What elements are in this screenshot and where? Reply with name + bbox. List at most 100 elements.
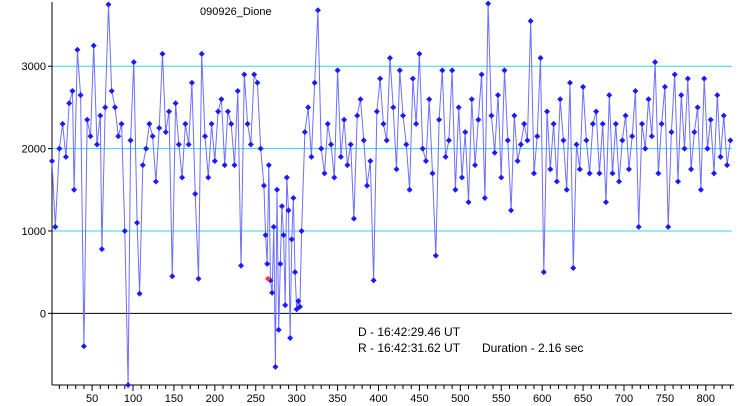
data-point (185, 141, 192, 148)
data-point (87, 133, 94, 140)
data-point (393, 166, 400, 173)
data-point (668, 129, 675, 136)
x-tick-label: 250 (247, 393, 265, 405)
data-point (616, 178, 623, 185)
y-tick-label: 1000 (22, 226, 46, 238)
data-point (77, 92, 84, 99)
data-point (570, 265, 577, 272)
data-point (311, 79, 318, 86)
data-point (364, 182, 371, 189)
data-point (337, 153, 344, 160)
data-point (724, 162, 731, 169)
data-point (717, 153, 724, 160)
data-point (691, 129, 698, 136)
data-point (139, 162, 146, 169)
data-point (439, 67, 446, 74)
data-point (360, 137, 367, 144)
data-point (472, 162, 479, 169)
data-point (697, 186, 704, 193)
data-point (221, 162, 228, 169)
data-point (377, 75, 384, 82)
data-point (566, 79, 573, 86)
data-point (599, 120, 606, 127)
x-tick-label: 150 (165, 393, 183, 405)
x-tick-label: 600 (533, 393, 551, 405)
data-point (498, 174, 505, 181)
data-point (527, 17, 534, 24)
data-point (638, 120, 645, 127)
data-point (357, 96, 364, 103)
data-point (449, 67, 456, 74)
data-point (195, 275, 202, 282)
data-point (681, 145, 688, 152)
data-point (609, 170, 616, 177)
data-point (331, 174, 338, 181)
data-point (234, 87, 241, 94)
x-tick-label: 800 (697, 393, 715, 405)
data-point (710, 170, 717, 177)
data-point (118, 120, 125, 127)
x-tick-label: 750 (656, 393, 674, 405)
data-point (231, 162, 238, 169)
data-point (678, 92, 685, 99)
data-point (583, 137, 590, 144)
data-point (321, 170, 328, 177)
data-point (652, 59, 659, 66)
data-point (84, 116, 91, 123)
data-point (701, 75, 708, 82)
data-point (426, 96, 433, 103)
data-point (534, 133, 541, 140)
data-point (121, 227, 128, 234)
data-point (452, 186, 459, 193)
data-point (665, 223, 672, 230)
data-point (282, 302, 289, 309)
data-point (301, 129, 308, 136)
data-point (593, 108, 600, 115)
data-point (324, 120, 331, 127)
data-point (344, 162, 351, 169)
data-point (254, 79, 261, 86)
data-point (586, 170, 593, 177)
data-point (169, 273, 176, 280)
y-axis-ticks: 0 1000 2000 3000 (22, 61, 52, 320)
data-point (224, 108, 231, 115)
chart-title: 090926_Dione (200, 6, 272, 18)
data-point (136, 290, 143, 297)
data-point (661, 83, 668, 90)
x-tick-label: 650 (574, 393, 592, 405)
data-point (175, 141, 182, 148)
data-point (156, 125, 163, 132)
data-point (308, 153, 315, 160)
data-point (112, 104, 119, 111)
data-point (645, 96, 652, 103)
data-point (501, 67, 508, 74)
data-point (422, 157, 429, 164)
data-point (625, 166, 632, 173)
data-point (238, 262, 245, 269)
data-point (251, 71, 258, 78)
data-point (720, 112, 727, 119)
data-point (465, 199, 472, 206)
data-point (269, 289, 276, 296)
data-point (241, 71, 248, 78)
data-point (166, 108, 173, 115)
gridlines (52, 65, 732, 232)
data-point (576, 166, 583, 173)
data-point (288, 236, 295, 243)
data-point (455, 104, 462, 111)
data-point (390, 104, 397, 111)
data-point (612, 120, 619, 127)
data-point (59, 120, 66, 127)
data-point (632, 87, 639, 94)
data-point (367, 157, 374, 164)
data-point (115, 133, 122, 140)
data-point (354, 112, 361, 119)
data-point (62, 153, 69, 160)
x-tick-label: 200 (206, 393, 224, 405)
data-point (94, 141, 101, 148)
data-point (547, 166, 554, 173)
data-point (429, 170, 436, 177)
data-point (413, 120, 420, 127)
data-point (494, 92, 501, 99)
data-point (688, 166, 695, 173)
